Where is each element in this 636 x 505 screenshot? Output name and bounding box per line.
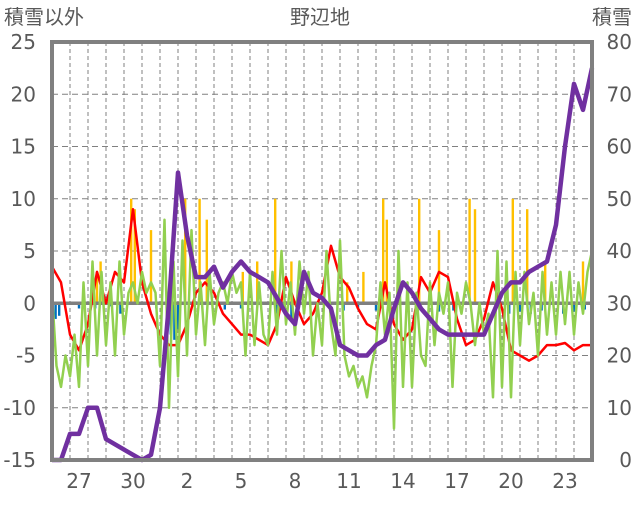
right-y-tick-label: 50: [607, 187, 632, 211]
x-tick-label: 23: [552, 469, 577, 493]
right-y-tick-label: 0: [619, 448, 632, 472]
orange-bar: [133, 209, 136, 304]
blue-bar: [223, 303, 226, 310]
left-y-tick-label: 5: [23, 239, 36, 263]
left-y-tick-label: -5: [16, 344, 36, 368]
right-axis-title: 積雪: [592, 5, 632, 29]
orange-bar: [95, 271, 99, 304]
blue-bar: [437, 303, 441, 312]
orange-bar: [385, 219, 388, 304]
orange-bar: [274, 198, 277, 304]
blue-bar: [58, 303, 61, 316]
gridlines: [52, 42, 592, 460]
right-y-tick-label: 70: [607, 82, 632, 106]
left-y-tick-label: 15: [11, 135, 36, 159]
orange-bar: [198, 198, 201, 304]
left-axis-title: 積雪以外: [4, 5, 84, 29]
blue-bar: [290, 303, 293, 319]
plot-frame: [50, 40, 594, 462]
orange-bar: [544, 261, 547, 304]
orange-bar: [256, 261, 259, 304]
blue-bar: [119, 303, 122, 314]
left-y-tick-label: -10: [3, 396, 36, 420]
blue-bar: [572, 303, 576, 312]
orange-bar: [418, 198, 421, 304]
blue-bar: [374, 303, 378, 311]
blue-bar: [239, 303, 243, 309]
left-y-tick-label: 20: [11, 82, 36, 106]
right-y-tick-label: 40: [607, 239, 632, 263]
x-tick-label: 8: [289, 469, 302, 493]
orange-bar: [511, 198, 514, 304]
orange-bar: [184, 198, 187, 304]
x-tick-label: 30: [120, 469, 145, 493]
x-tick-label: 11: [336, 469, 361, 493]
blue-bar: [173, 303, 176, 340]
blue-bar: [176, 303, 180, 330]
x-tick-label: 20: [498, 469, 523, 493]
blue-bar: [518, 303, 522, 312]
orange-bar: [149, 230, 153, 304]
green-series-line: [50, 218, 594, 430]
left-y-tick-label: 25: [11, 30, 36, 54]
orange-bar: [468, 198, 471, 304]
blue-bar: [77, 303, 81, 309]
orange-bar: [382, 198, 385, 304]
right-y-tick-label: 20: [607, 344, 632, 368]
right-y-tick-label: 10: [607, 396, 632, 420]
orange-bar: [473, 209, 477, 304]
orange-bar: [526, 209, 529, 304]
chart-title: 野辺地: [290, 5, 350, 29]
left-y-tick-label: -15: [3, 448, 36, 472]
left-y-tick-label: 10: [11, 187, 36, 211]
x-tick-label: 5: [235, 469, 248, 493]
orange-bar: [346, 282, 349, 304]
blue-bar: [275, 303, 279, 314]
right-y-tick-label: 80: [607, 30, 632, 54]
left-y-tick-label: 0: [23, 291, 36, 315]
blue-bar: [54, 303, 57, 319]
x-tick-label: 2: [181, 469, 194, 493]
x-tick-label: 17: [444, 469, 469, 493]
orange-bar: [362, 271, 365, 304]
orange-bar: [241, 271, 244, 304]
x-tick-label: 14: [390, 469, 415, 493]
orange-bar: [130, 198, 133, 304]
orange-bar: [205, 219, 208, 304]
orange-bar: [437, 230, 441, 304]
right-y-tick-label: 30: [607, 291, 632, 315]
red-series-line: [50, 207, 592, 362]
orange-bar: [581, 261, 585, 304]
right-y-tick-label: 60: [607, 135, 632, 159]
x-tick-label: 27: [66, 469, 91, 493]
plot-border: [50, 40, 594, 462]
